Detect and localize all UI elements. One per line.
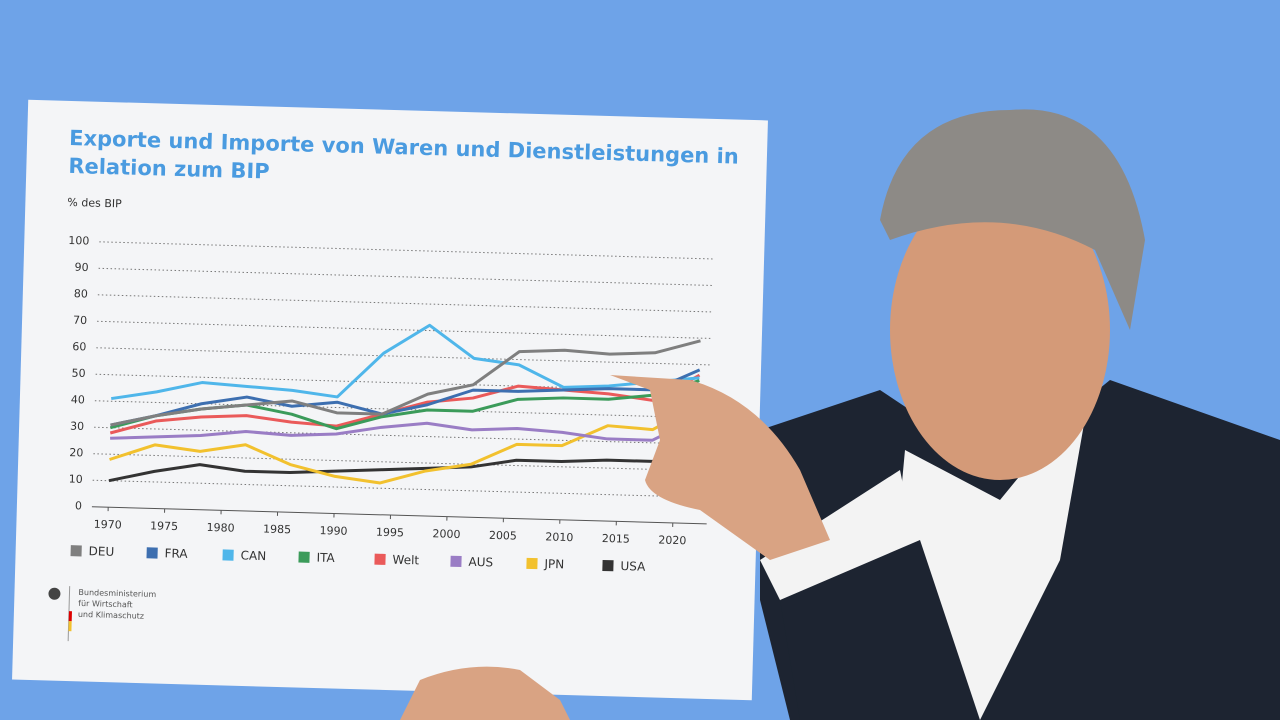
hair xyxy=(880,109,1145,330)
y-tick-label: 10 xyxy=(68,473,82,486)
logo-eagle xyxy=(48,587,61,600)
x-tick-label: 2005 xyxy=(489,529,517,543)
legend-label: DEU xyxy=(88,544,114,559)
legend-swatch xyxy=(298,551,310,563)
x-tick-label: 2015 xyxy=(602,532,630,546)
y-tick-label: 30 xyxy=(70,420,84,433)
sleeve xyxy=(780,540,980,720)
y-axis-label: % des BIP xyxy=(67,196,122,211)
chart-title: Relation zum BIP xyxy=(68,154,270,184)
series-line xyxy=(110,416,699,442)
logo-text: Bundesministerium xyxy=(78,588,156,599)
x-tick-label: 2000 xyxy=(432,527,460,541)
x-tick-label: 1995 xyxy=(376,526,404,540)
y-tick-label: 40 xyxy=(71,393,85,406)
legend-label: AUS xyxy=(468,555,493,570)
chart-board: Exporte und Importe von Waren und Dienst… xyxy=(12,99,768,701)
y-tick-label: 60 xyxy=(72,340,86,353)
grid-line xyxy=(91,506,707,525)
grid-line xyxy=(94,426,709,445)
board-panel xyxy=(12,99,768,701)
legend-label: ITA xyxy=(316,551,335,566)
x-tick-label: 1990 xyxy=(319,524,347,538)
series-line xyxy=(108,455,698,483)
y-tick-label: 100 xyxy=(68,234,89,248)
legend-label: CAN xyxy=(240,548,266,563)
grid-line xyxy=(98,267,714,286)
y-tick-label: 20 xyxy=(69,446,83,459)
series-line xyxy=(109,403,700,485)
logo-flag xyxy=(68,611,72,622)
x-tick-label: 1975 xyxy=(150,519,178,533)
logo-flag xyxy=(68,621,72,632)
legend-swatch xyxy=(222,549,234,561)
legend-swatch xyxy=(146,547,158,559)
grid-line xyxy=(96,347,712,366)
legend-swatch xyxy=(450,555,462,568)
y-tick-label: 80 xyxy=(74,287,88,300)
legend-label: FRA xyxy=(164,546,188,561)
grid-line xyxy=(93,453,709,472)
legend-label: Welt xyxy=(392,553,419,568)
x-tick-label: 1970 xyxy=(94,518,122,532)
grid-line xyxy=(97,294,713,313)
logo-text: und Klimaschutz xyxy=(78,610,144,621)
series-line xyxy=(111,323,700,401)
y-tick-label: 50 xyxy=(71,367,85,380)
legend-label: USA xyxy=(620,559,646,574)
legend-swatch xyxy=(602,559,614,572)
person xyxy=(400,109,1280,720)
x-tick-label: 2010 xyxy=(545,530,573,544)
x-tick-label: 1985 xyxy=(263,523,291,537)
y-tick-label: 0 xyxy=(75,499,82,512)
grid-line xyxy=(97,320,712,339)
grid-line xyxy=(92,479,708,498)
grid-line xyxy=(99,241,715,260)
grid-line xyxy=(94,400,710,419)
x-tick-label: 1980 xyxy=(206,521,234,535)
legend-swatch xyxy=(374,553,386,565)
legend-label: JPN xyxy=(543,557,564,572)
hand xyxy=(610,375,830,560)
hand xyxy=(400,666,570,720)
x-tick-label: 2020 xyxy=(658,534,686,548)
y-tick-label: 70 xyxy=(73,314,87,327)
legend-swatch xyxy=(70,545,82,557)
y-tick-label: 90 xyxy=(74,261,88,274)
logo-text: für Wirtschaft xyxy=(78,599,133,610)
series-line xyxy=(110,339,701,427)
series-line xyxy=(110,368,701,427)
legend-swatch xyxy=(526,557,538,570)
face xyxy=(890,180,1110,480)
